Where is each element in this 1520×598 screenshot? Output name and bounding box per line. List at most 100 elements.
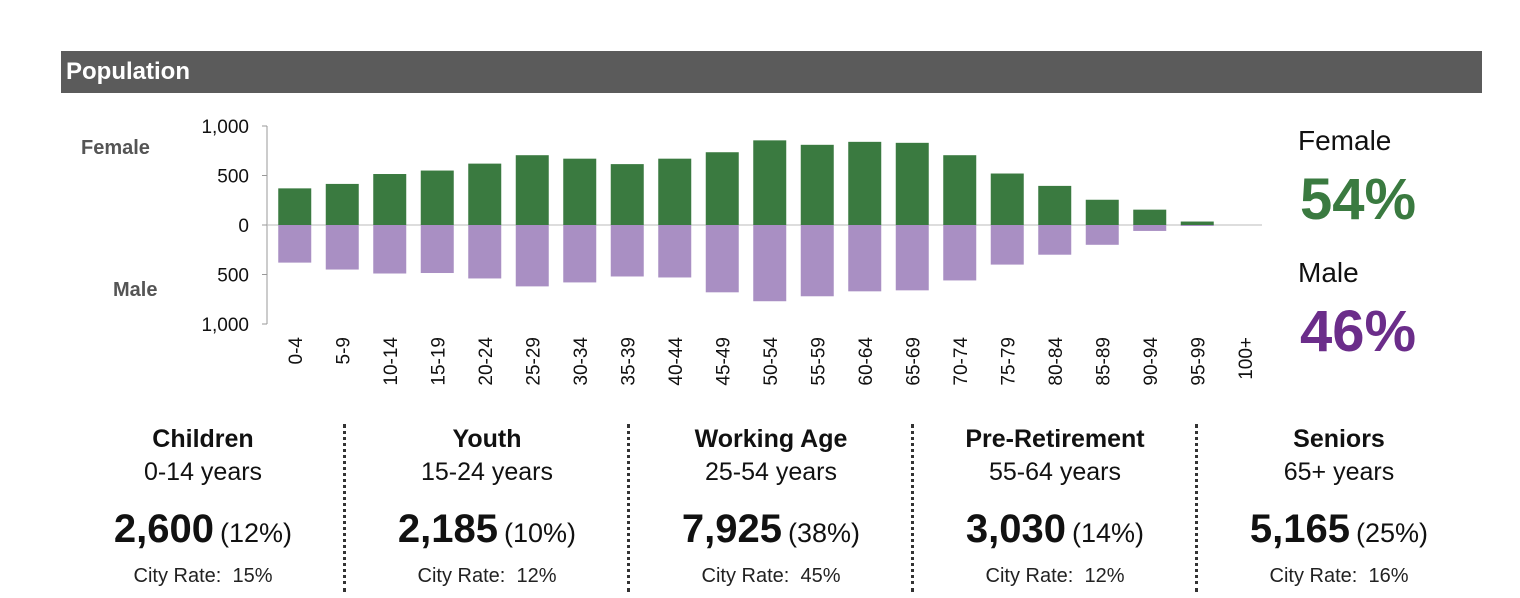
city-rate-value: 45%	[800, 565, 841, 587]
male-bar-60-64	[848, 225, 882, 292]
group-divider	[1195, 424, 1198, 592]
male-bar-55-59	[800, 225, 834, 297]
age-group-pct: (14%)	[1072, 518, 1145, 548]
age-group-name: Seniors	[1293, 425, 1385, 453]
female-bar-0-4	[278, 188, 312, 225]
x-tick-label: 35-39	[618, 337, 639, 386]
female-summary-label: Female	[1298, 125, 1392, 156]
male-bar-75-79	[990, 225, 1024, 265]
male-bar-25-29	[515, 225, 549, 287]
city-rate-value: 15%	[232, 565, 273, 587]
x-tick-label: 75-79	[998, 337, 1019, 386]
age-group-range: 55-64 years	[988, 458, 1122, 486]
female-bar-70-74	[943, 155, 977, 225]
age-group-city-rate: City Rate: 16%	[1197, 565, 1481, 588]
y-tick-label: 1,000	[201, 117, 249, 138]
x-tick-label: 100+	[1236, 337, 1257, 380]
male-bar-85-89	[1085, 225, 1119, 245]
female-bar-90-94	[1133, 209, 1167, 225]
female-bar-75-79	[990, 173, 1024, 225]
age-group-range: 0-14 years	[143, 458, 263, 486]
male-bar-90-94	[1133, 225, 1167, 231]
female-bar-35-39	[610, 164, 644, 225]
female-bar-50-54	[753, 140, 787, 225]
x-tick-label: 5-9	[333, 337, 354, 364]
x-tick-label: 40-44	[666, 337, 687, 386]
age-group-seniors: Seniors 65+ years 5,165 (25%) City Rate: …	[1197, 420, 1481, 592]
age-group-name: Working Age	[694, 425, 848, 453]
age-group-city-rate: City Rate: 12%	[345, 565, 629, 588]
age-group-pct: (10%)	[504, 518, 577, 548]
city-rate-value: 12%	[516, 565, 557, 587]
page-title: Population	[66, 58, 190, 85]
age-group-city-rate: City Rate: 12%	[913, 565, 1197, 588]
x-tick-label: 65-69	[903, 337, 924, 386]
age-group-youth: Youth 15-24 years 2,185 (10%) City Rate: …	[345, 420, 629, 592]
age-group-pct: (38%)	[788, 518, 861, 548]
female-bar-85-89	[1085, 199, 1119, 225]
x-tick-label: 45-49	[713, 337, 734, 386]
female-bar-25-29	[515, 155, 549, 225]
male-bar-35-39	[610, 225, 644, 277]
female-bar-45-49	[705, 152, 739, 225]
male-bar-70-74	[943, 225, 977, 281]
x-tick-label: 10-14	[381, 337, 402, 386]
female-bar-15-19	[420, 170, 454, 225]
age-group-value: 2,600 (12%)	[61, 507, 345, 552]
header-bar: Population	[61, 51, 1482, 93]
group-divider	[627, 424, 630, 592]
city-rate-label: City Rate:	[1269, 565, 1358, 587]
female-bar-95-99	[1180, 221, 1214, 225]
x-tick-label: 90-94	[1141, 337, 1162, 386]
age-group-value: 3,030 (14%)	[913, 507, 1197, 552]
male-bar-50-54	[753, 225, 787, 302]
female-bar-40-44	[658, 158, 692, 225]
x-tick-label: 15-19	[428, 337, 449, 386]
female-bar-55-59	[800, 144, 834, 225]
age-group-working-age: Working Age 25-54 years 7,925 (38%) City …	[629, 420, 913, 592]
male-bar-45-49	[705, 225, 739, 293]
x-tick-label: 50-54	[761, 337, 782, 386]
female-bar-65-69	[895, 142, 929, 225]
male-bar-10-14	[373, 225, 407, 274]
male-bar-15-19	[420, 225, 454, 274]
female-bar-60-64	[848, 141, 882, 225]
city-rate-label: City Rate:	[417, 565, 506, 587]
city-rate-label: City Rate:	[985, 565, 1074, 587]
x-tick-label: 30-34	[571, 337, 592, 386]
age-group-count: 3,030	[965, 507, 1067, 551]
age-group-count: 2,600	[113, 507, 215, 551]
male-bar-95-99	[1180, 225, 1214, 226]
y-tick-label: 0	[238, 216, 249, 237]
x-tick-label: 85-89	[1093, 337, 1114, 386]
age-group-value: 2,185 (10%)	[345, 507, 629, 552]
city-rate-value: 12%	[1084, 565, 1125, 587]
male-summary-pct: 46%	[1300, 299, 1417, 364]
y-tick-label: 500	[217, 167, 249, 188]
x-tick-label: 80-84	[1046, 337, 1067, 386]
female-bar-5-9	[325, 183, 359, 225]
age-group-range: 25-54 years	[704, 458, 838, 486]
male-bar-80-84	[1038, 225, 1072, 255]
x-tick-label: 95-99	[1188, 337, 1209, 386]
age-group-range: 15-24 years	[420, 458, 554, 486]
city-rate-value: 16%	[1368, 565, 1409, 587]
age-group-count: 2,185	[397, 507, 499, 551]
chart-side-label-male: Male	[113, 279, 158, 301]
age-group-pre-retirement: Pre-Retirement 55-64 years 3,030 (14%) Ci…	[913, 420, 1197, 592]
age-group-city-rate: City Rate: 45%	[629, 565, 913, 588]
group-divider	[343, 424, 346, 592]
age-group-city-rate: City Rate: 15%	[61, 565, 345, 588]
x-tick-label: 60-64	[856, 337, 877, 386]
city-rate-label: City Rate:	[701, 565, 790, 587]
x-tick-label: 70-74	[951, 337, 972, 386]
female-bar-20-24	[468, 163, 502, 225]
x-tick-label: 0-4	[286, 337, 307, 365]
female-bar-30-34	[563, 158, 597, 225]
age-group-name: Children	[152, 425, 254, 453]
age-group-count: 5,165	[1249, 507, 1351, 551]
age-group-name: Youth	[452, 425, 522, 453]
male-bar-30-34	[563, 225, 597, 283]
age-group-children: Children 0-14 years 2,600 (12%) City Rate…	[61, 420, 345, 592]
chart-side-label-female: Female	[81, 137, 150, 159]
